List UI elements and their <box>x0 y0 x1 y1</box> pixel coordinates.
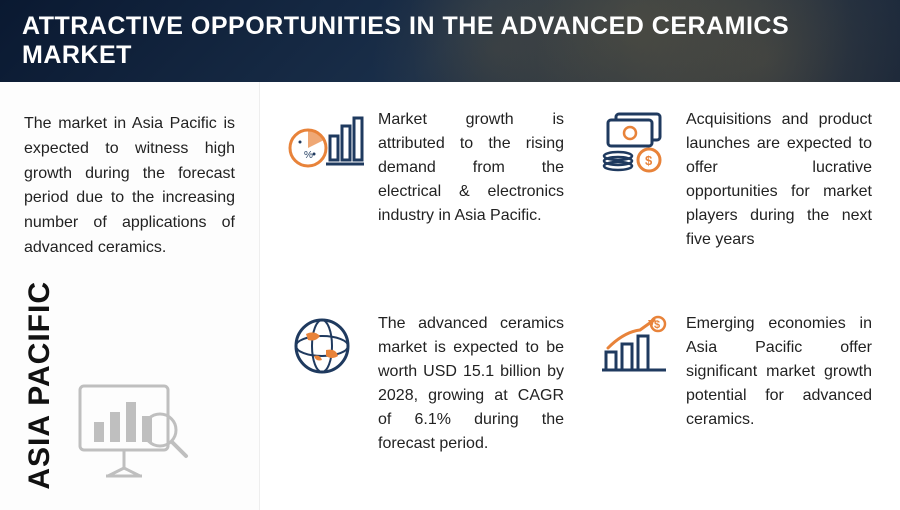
content-area: The market in Asia Pacific is expected t… <box>0 82 900 510</box>
growth-chart-icon: $ <box>594 312 672 382</box>
cell-text: Acquisitions and product launches are ex… <box>686 108 872 252</box>
cell-emerging-economies: $ Emerging economies in Asia Pacific off… <box>594 312 872 490</box>
svg-text:$: $ <box>654 319 660 331</box>
region-block: ASIA PACIFIC <box>24 281 235 490</box>
cell-market-size: The advanced ceramics market is expected… <box>286 312 564 490</box>
intro-paragraph: The market in Asia Pacific is expected t… <box>24 112 235 261</box>
page-title: ATTRACTIVE OPPORTUNITIES IN THE ADVANCED… <box>22 12 900 70</box>
region-label: ASIA PACIFIC <box>24 281 56 490</box>
money-coins-icon: $ <box>594 108 672 178</box>
globe-icon <box>286 312 364 382</box>
cell-market-growth: % Market growth is attributed to the ris… <box>286 108 564 286</box>
presentation-chart-icon <box>74 380 194 490</box>
grid-2x2: % Market growth is attributed to the ris… <box>260 82 900 510</box>
cell-text: The advanced ceramics market is expected… <box>378 312 564 456</box>
left-column: The market in Asia Pacific is expected t… <box>0 82 260 510</box>
header-banner: ATTRACTIVE OPPORTUNITIES IN THE ADVANCED… <box>0 0 900 82</box>
svg-text:%: % <box>304 150 313 161</box>
cell-text: Emerging economies in Asia Pacific offer… <box>686 312 872 432</box>
cell-acquisitions: $ Acquisitions and product launches are … <box>594 108 872 286</box>
svg-text:$: $ <box>645 153 653 168</box>
pie-bars-icon: % <box>286 108 364 178</box>
cell-text: Market growth is attributed to the risin… <box>378 108 564 228</box>
